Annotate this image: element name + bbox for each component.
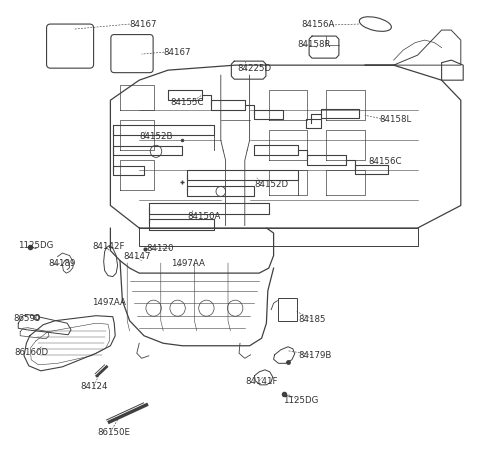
Text: 86150E: 86150E <box>97 428 130 437</box>
Text: 84189: 84189 <box>48 259 75 268</box>
Text: 84167: 84167 <box>163 48 191 57</box>
Text: 84152B: 84152B <box>139 132 173 141</box>
Text: 84150A: 84150A <box>187 212 221 221</box>
Text: 1125DG: 1125DG <box>18 241 54 250</box>
Text: 84152D: 84152D <box>254 180 288 189</box>
Text: 84158R: 84158R <box>298 40 331 49</box>
Text: 86590: 86590 <box>13 314 41 323</box>
Text: 84225D: 84225D <box>238 64 272 73</box>
Text: 1125DG: 1125DG <box>283 396 319 405</box>
Text: 84141F: 84141F <box>246 377 278 387</box>
Text: 86160D: 86160D <box>14 348 48 357</box>
Text: 84124: 84124 <box>81 382 108 391</box>
Text: 84156A: 84156A <box>301 19 335 28</box>
Text: 84158L: 84158L <box>379 115 411 124</box>
Text: 84155C: 84155C <box>170 98 204 107</box>
Text: 1497AA: 1497AA <box>171 259 205 268</box>
Text: 84147: 84147 <box>124 252 151 261</box>
Text: 84185: 84185 <box>299 315 326 324</box>
Text: 84179B: 84179B <box>299 351 332 360</box>
Text: 84142F: 84142F <box>92 242 125 251</box>
Text: 84167: 84167 <box>130 19 157 28</box>
Text: 84156C: 84156C <box>369 157 402 166</box>
Text: 84120: 84120 <box>146 244 174 253</box>
Text: 1497AA: 1497AA <box>92 298 126 307</box>
